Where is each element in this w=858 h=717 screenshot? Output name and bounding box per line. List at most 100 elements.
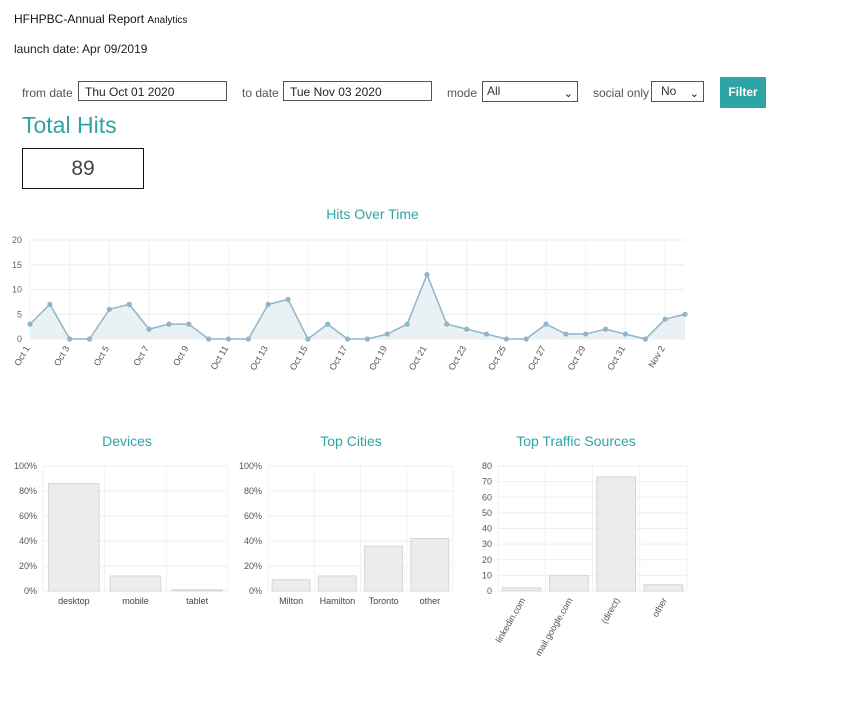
bar-chart-ytick: 20 (482, 555, 492, 565)
line-chart-point (503, 336, 509, 342)
bar-chart-ytick: 60% (19, 511, 37, 521)
line-chart-point (384, 331, 390, 337)
bar-chart-title: Top Cities (320, 433, 381, 449)
bar-chart-xtick: (direct) (599, 596, 622, 625)
line-chart-xtick: Oct 7 (131, 344, 150, 368)
line-chart-point (424, 272, 430, 278)
bar-chart-xtick: mobile (122, 596, 149, 606)
line-chart-xtick: Oct 11 (209, 344, 231, 371)
total-hits-value: 89 (22, 148, 144, 189)
bar-chart-bar (317, 575, 357, 592)
line-chart-point (325, 321, 331, 327)
chevron-down-icon: ⌄ (563, 88, 573, 100)
line-chart-point (305, 336, 311, 342)
mode-select[interactable]: All ⌄ (482, 81, 578, 102)
bar-chart-ytick: 0% (24, 586, 37, 596)
total-hits-title: Total Hits (22, 112, 117, 138)
to-date-label: to date (242, 86, 279, 100)
line-chart-point (146, 326, 152, 332)
line-chart-point (86, 336, 93, 342)
app-name: HFHPBC-Annual Report (14, 12, 145, 26)
bar-chart-xtick: other (420, 596, 441, 606)
bar-chart-ytick: 0% (249, 586, 262, 596)
bar-chart-xtick: Hamilton (320, 596, 356, 606)
line-chart-xtick: Oct 5 (92, 344, 111, 368)
bar-chart-ytick: 10 (482, 570, 492, 580)
line-chart-point (662, 316, 668, 322)
bar-chart-ytick: 80% (19, 486, 37, 496)
bar-chart-xtick: Toronto (369, 596, 399, 606)
line-chart-point (344, 336, 351, 342)
line-chart-point (583, 331, 589, 337)
bar-chart-ytick: 50 (482, 508, 492, 518)
social-only-select[interactable]: No ⌄ (651, 81, 704, 102)
line-chart-point (563, 331, 569, 337)
line-chart-point (27, 321, 33, 327)
bar-chart-ytick: 60% (244, 511, 262, 521)
line-chart-point (364, 336, 371, 342)
bar-chart-xtick: Milton (279, 596, 303, 606)
line-chart-point (682, 311, 688, 317)
line-chart-point (523, 336, 529, 342)
line-chart-point (265, 301, 271, 307)
line-chart-point (126, 301, 132, 307)
line-chart-point (245, 336, 251, 342)
bar-chart-ytick: 40% (19, 536, 37, 546)
social-only-label: social only (593, 86, 650, 100)
line-chart-point (206, 336, 212, 342)
bar-chart-bar (643, 584, 684, 592)
bar-chart-bar (271, 579, 311, 592)
bar-chart-ytick: 80 (482, 461, 492, 471)
line-chart-xtick: Oct 31 (605, 344, 627, 372)
bar-chart-bar (48, 483, 100, 592)
line-chart-ytick: 10 (12, 285, 22, 295)
line-chart-ytick: 15 (12, 260, 22, 270)
line-chart-point (404, 321, 410, 327)
line-chart-point (67, 336, 73, 342)
line-chart-point (47, 301, 53, 307)
bar-chart-ytick: 40% (244, 536, 262, 546)
line-chart-title: Hits Over Time (326, 206, 419, 222)
to-date-input[interactable]: Tue Nov 03 2020 (283, 81, 432, 101)
line-chart-xtick: Oct 25 (486, 344, 508, 372)
social-only-value: No (661, 84, 677, 98)
line-chart-point (464, 326, 470, 332)
line-chart-xtick: Oct 21 (407, 344, 429, 372)
bar-chart-xtick: mail.google.com (533, 596, 574, 658)
bar-chart-bar (410, 538, 450, 592)
bar-chart-bar (501, 587, 542, 592)
line-chart-point (603, 326, 609, 332)
line-chart-ytick: 5 (17, 309, 22, 319)
bar-chart-ytick: 0 (487, 586, 492, 596)
bar-chart-bar (109, 575, 162, 592)
bar-chart-ytick: 20% (244, 561, 262, 571)
line-chart-point (642, 336, 648, 342)
line-chart-point (483, 331, 490, 337)
bar-chart-title: Devices (102, 433, 152, 449)
line-chart-area (30, 274, 685, 339)
app-title: HFHPBC-Annual Report Analytics (14, 12, 187, 26)
line-chart-ytick: 20 (12, 235, 22, 245)
line-chart-xtick: Oct 3 (52, 344, 71, 368)
line-chart-point (285, 296, 291, 302)
line-chart-xtick: Oct 9 (171, 344, 190, 368)
line-chart-xtick: Oct 1 (12, 344, 31, 368)
mode-label: mode (447, 86, 478, 100)
bar-chart-xtick: other (650, 596, 669, 619)
line-chart-xtick: Oct 17 (327, 344, 349, 372)
line-chart-xtick: Oct 15 (288, 344, 310, 372)
bar-chart-ytick: 100% (14, 461, 37, 471)
bar-chart-xtick: tablet (186, 596, 209, 606)
line-chart-xtick: Nov 2 (646, 344, 666, 369)
line-chart-point (225, 336, 232, 342)
filter-button[interactable]: Filter (720, 77, 766, 108)
from-date-input[interactable]: Thu Oct 01 2020 (78, 81, 227, 101)
bar-chart-ytick: 70 (482, 477, 492, 487)
bar-chart-xtick: desktop (58, 596, 90, 606)
bar-chart-ytick: 30 (482, 539, 492, 549)
line-chart-xtick: Oct 27 (526, 344, 548, 372)
bar-chart-ytick: 60 (482, 492, 492, 502)
line-chart-ytick: 0 (17, 334, 22, 344)
line-chart-xtick: Oct 13 (248, 344, 270, 372)
